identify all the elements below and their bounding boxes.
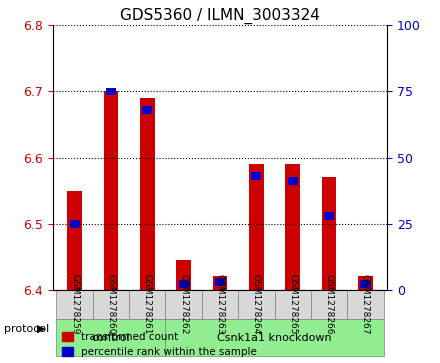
FancyBboxPatch shape [129,290,165,319]
Text: GSM1278266: GSM1278266 [325,274,334,335]
Bar [286,164,300,290]
FancyBboxPatch shape [56,319,165,356]
Bar [358,277,373,290]
Bar [288,178,298,185]
FancyBboxPatch shape [311,290,347,319]
Bar [104,91,118,290]
Bar [140,98,154,290]
FancyBboxPatch shape [93,290,129,319]
Text: control: control [92,333,130,343]
FancyBboxPatch shape [165,319,384,356]
Text: GSM1278263: GSM1278263 [216,274,224,335]
Text: GSM1278261: GSM1278261 [143,274,152,335]
FancyBboxPatch shape [202,290,238,319]
Text: GSM1278262: GSM1278262 [179,274,188,335]
Text: GSM1278264: GSM1278264 [252,274,261,335]
Bar [179,281,189,288]
Text: GSM1278267: GSM1278267 [361,274,370,335]
Text: GSM1278265: GSM1278265 [288,274,297,335]
Bar [322,178,336,290]
Bar [360,281,370,288]
Bar [142,106,152,114]
FancyBboxPatch shape [347,290,384,319]
FancyBboxPatch shape [56,290,93,319]
Bar [106,87,116,95]
FancyBboxPatch shape [165,290,202,319]
Legend: transformed count, percentile rank within the sample: transformed count, percentile rank withi… [58,327,261,362]
Bar [215,278,225,286]
FancyBboxPatch shape [238,290,275,319]
Text: Csnk1a1 knockdown: Csnk1a1 knockdown [217,333,332,343]
Bar [249,164,264,290]
Bar [67,191,82,290]
Text: GSM1278259: GSM1278259 [70,274,79,335]
Bar [213,277,227,290]
Bar [251,172,261,180]
Text: GSM1278260: GSM1278260 [106,274,115,335]
Bar [176,260,191,290]
Bar [324,212,334,220]
Text: ▶: ▶ [37,323,46,334]
Title: GDS5360 / ILMN_3003324: GDS5360 / ILMN_3003324 [120,8,320,24]
Text: protocol: protocol [4,323,50,334]
Bar [70,220,80,228]
FancyBboxPatch shape [275,290,311,319]
